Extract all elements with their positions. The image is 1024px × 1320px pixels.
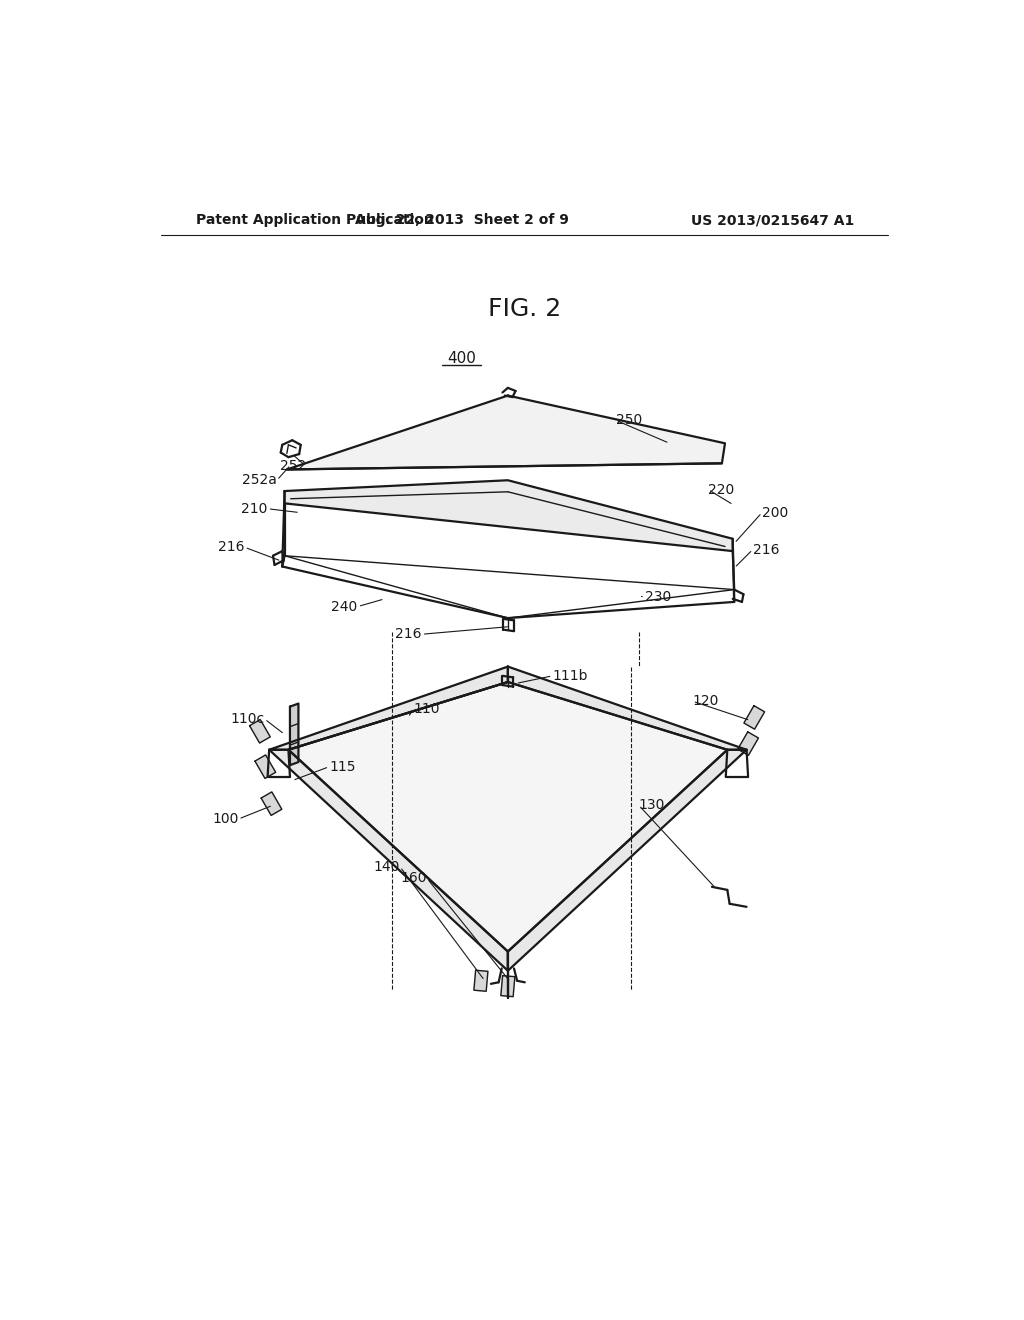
Text: FIG. 2: FIG. 2 [488, 297, 561, 321]
Text: 230: 230 [645, 590, 671, 605]
Text: 210: 210 [242, 502, 267, 516]
Polygon shape [290, 704, 298, 766]
Text: 252: 252 [280, 459, 306, 474]
Text: Aug. 22, 2013  Sheet 2 of 9: Aug. 22, 2013 Sheet 2 of 9 [354, 213, 568, 227]
Text: 140: 140 [374, 859, 400, 874]
Text: 240: 240 [332, 599, 357, 614]
Polygon shape [269, 667, 508, 750]
Text: 115: 115 [330, 760, 355, 774]
Text: 252a: 252a [242, 474, 276, 487]
Polygon shape [508, 750, 746, 970]
Text: 200: 200 [762, 506, 788, 520]
Text: 250: 250 [615, 413, 642, 428]
Polygon shape [255, 755, 275, 779]
Polygon shape [737, 731, 759, 755]
Text: 110: 110 [414, 702, 440, 715]
Polygon shape [501, 975, 515, 997]
Text: 100: 100 [212, 812, 239, 826]
Polygon shape [269, 750, 508, 970]
Polygon shape [289, 682, 727, 952]
Text: 216: 216 [753, 543, 779, 557]
Polygon shape [250, 719, 270, 743]
Text: US 2013/0215647 A1: US 2013/0215647 A1 [691, 213, 854, 227]
Text: Patent Application Publication: Patent Application Publication [196, 213, 434, 227]
Text: 110c: 110c [230, 711, 264, 726]
Text: 216: 216 [218, 540, 245, 554]
Text: 120: 120 [692, 694, 719, 709]
Text: 220: 220 [708, 483, 734, 496]
Text: 216: 216 [395, 627, 422, 642]
Polygon shape [474, 970, 487, 991]
Text: 130: 130 [639, 799, 666, 812]
Text: 160: 160 [400, 871, 427, 886]
Text: 400: 400 [447, 351, 476, 366]
Polygon shape [285, 480, 733, 552]
Polygon shape [287, 396, 725, 470]
Polygon shape [743, 706, 765, 729]
Polygon shape [508, 667, 746, 750]
Text: 111b: 111b [553, 669, 588, 682]
Polygon shape [261, 792, 282, 816]
